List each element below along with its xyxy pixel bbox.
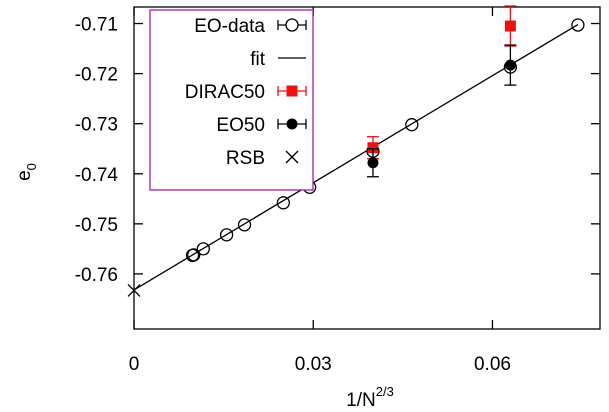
x-axis-title-base: 1/N: [346, 390, 376, 411]
legend-cross-swatch: [285, 150, 299, 164]
eo-data-point: [196, 242, 210, 256]
legend-label: fit: [250, 49, 266, 70]
eo50-point: [504, 59, 516, 71]
eo-data-point: [219, 228, 234, 242]
plot-area: [133, 6, 601, 330]
y-tick-label: -0.76: [75, 265, 118, 286]
legend-frame: [149, 9, 314, 191]
eo-data-point: [237, 218, 252, 232]
x-tick-label: 0.06: [474, 354, 511, 375]
legend-open-circle-swatch: [285, 18, 299, 32]
x-tick-label: 0: [129, 354, 140, 375]
x-axis-title-sup: 2/3: [376, 384, 394, 399]
eo-data-point: [276, 196, 291, 210]
eo-data-point: [405, 118, 419, 132]
legend-label: RSB: [226, 148, 265, 169]
y-tick-label: -0.73: [75, 115, 118, 136]
y-axis-title-base: e: [14, 170, 35, 181]
rsb-point: [127, 283, 141, 297]
x-axis-title: 1/N2/3: [346, 384, 394, 411]
y-tick-label: -0.71: [75, 15, 118, 36]
dirac50-point: [504, 20, 516, 32]
legend-square-swatch: [286, 85, 298, 97]
y-tick-label: -0.74: [75, 165, 119, 186]
axis-tick-labels: 0 0.03 0.06 -0.71 -0.72 -0.73 -0.74 -0.75 -0.76: [75, 15, 511, 375]
y-axis-title-sub: 0: [24, 163, 39, 170]
legend-label: EO-data: [194, 16, 265, 37]
y-tick-label: -0.72: [75, 65, 118, 86]
y-axis-title: e0: [14, 163, 39, 181]
eo50-point: [367, 157, 379, 169]
eo-data-point: [187, 248, 201, 262]
legend-filled-circle-swatch: [286, 118, 298, 130]
dirac50-point: [367, 142, 379, 154]
eo-data-point: [571, 18, 585, 32]
legend: EO-data fit DIRAC50 EO50 RSB: [149, 9, 314, 191]
legend-label: EO50: [216, 115, 265, 136]
legend-entries: EO-data fit DIRAC50 EO50 RSB: [185, 16, 307, 169]
y-tick-label: -0.75: [75, 215, 118, 236]
x-tick-label: 0.03: [295, 354, 332, 375]
legend-label: DIRAC50: [185, 82, 265, 103]
